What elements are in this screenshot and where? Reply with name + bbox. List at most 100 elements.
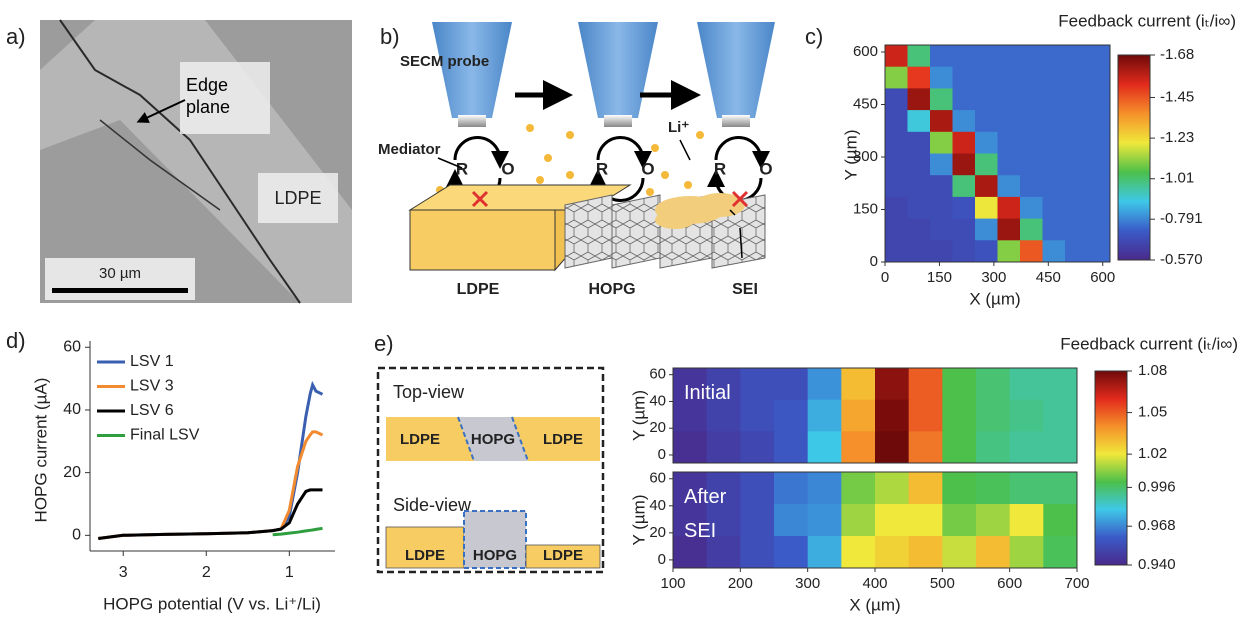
heatmap-cell [907, 110, 931, 133]
x-tick-label: 400 [862, 575, 887, 592]
heatmap-cell [930, 88, 953, 111]
heatmap-cell [975, 175, 998, 198]
heatmap-cell [1009, 504, 1044, 537]
heatmap-cell [1020, 196, 1043, 220]
heatmap-cell [1065, 218, 1088, 241]
heatmap-cell [740, 431, 775, 464]
heatmap-cell [1042, 66, 1066, 89]
heatmap-cell [706, 431, 741, 464]
heatmap-cell [997, 196, 1021, 220]
heatmap-cell [1009, 431, 1044, 464]
heatmap-cell [740, 536, 775, 569]
leader [729, 209, 743, 259]
heatmap-cell [706, 504, 741, 537]
y-tick-label: 450 [853, 95, 878, 112]
heatmap-cell [875, 431, 910, 464]
colorbar-tick-label: 1.05 [1138, 404, 1167, 421]
edge-region [40, 20, 352, 303]
plot-frame [672, 367, 1078, 464]
cycle-arrow [714, 136, 770, 169]
material-label: LDPE [457, 281, 500, 298]
heatmap-cell [774, 504, 809, 537]
heatmap-cell [976, 472, 1011, 505]
heatmap-cell [1043, 431, 1078, 464]
mediator-label: Mediator [378, 141, 441, 158]
heatmap-cell [706, 368, 741, 401]
x-tick-label: 100 [660, 575, 685, 592]
heatmap-cell [1065, 66, 1088, 89]
legend-label: LSV 1 [130, 353, 174, 370]
species-label: R [456, 159, 468, 178]
heatmap-cell [942, 504, 977, 537]
heatmap-cell [930, 196, 953, 220]
species-label: O [501, 159, 514, 178]
heatmap-cell [908, 504, 943, 537]
heatmap-cell [997, 110, 1021, 133]
material-label: HOPG [588, 281, 635, 298]
x-tick-label: 700 [1064, 575, 1089, 592]
heatmap-cell [706, 399, 741, 432]
heatmap-cell [997, 153, 1021, 176]
heatmap-cell [997, 45, 1021, 68]
heatmap-cell [841, 431, 876, 464]
arrow [136, 99, 186, 123]
heatmap-cell [1043, 368, 1078, 401]
heatmap-cell [976, 431, 1011, 464]
heatmap-cell [1020, 110, 1043, 133]
heatmap-cell [907, 45, 931, 68]
heatmap-cell [1087, 131, 1111, 154]
heatmap-cell [1043, 504, 1078, 537]
label-box [180, 62, 270, 134]
view-title: Side-view [393, 495, 472, 515]
material-label: HOPG [473, 547, 517, 564]
heatmap-cell [1087, 175, 1111, 198]
heatmap-cell [706, 536, 741, 569]
heatmap-cell [997, 66, 1021, 89]
heatmap-cell [807, 536, 842, 569]
heatmap-cell [807, 368, 842, 401]
colorbar-tick-label: 1.02 [1138, 445, 1167, 462]
heatmap-cell [875, 504, 910, 537]
heatmap-cell [1065, 88, 1088, 111]
heatmap-cell [885, 110, 908, 133]
heatmap-cell [952, 131, 976, 154]
heatmap-cell [807, 399, 842, 432]
heatmap-cell [997, 131, 1021, 154]
heatmap-cell [1043, 536, 1078, 569]
heatmap-cell [1087, 88, 1111, 111]
heatmap-cell [997, 240, 1021, 263]
probe-tip [458, 115, 486, 127]
heatmap-cell [673, 399, 708, 432]
heatmap-cell [975, 45, 998, 68]
y-tick-label: 40 [63, 401, 81, 418]
y-axis-label: Y (µm) [629, 494, 648, 545]
heatmap-cell [1065, 153, 1088, 176]
heatmap-cell [976, 536, 1011, 569]
ldpe-block [409, 209, 556, 271]
probe-tip [604, 115, 632, 127]
heatmap-cell [997, 88, 1021, 111]
heatmap-cell [1087, 45, 1111, 68]
y-axis-label: Y (µm) [629, 390, 648, 441]
ldpe-block [385, 526, 465, 569]
heatmap-cell [1042, 196, 1066, 220]
heatmap-cell [807, 472, 842, 505]
hopg-sheet [564, 194, 613, 269]
legend-label: Final LSV [130, 427, 200, 444]
heatmap-cell [1087, 153, 1111, 176]
material-label: LDPE [543, 547, 583, 564]
heatmap-cell [875, 472, 910, 505]
y-tick-label: 60 [649, 366, 666, 383]
heatmap-cell [907, 240, 931, 263]
heatmap-cell [1042, 131, 1066, 154]
material-label: LDPE [274, 188, 321, 208]
y-tick-label: 60 [649, 470, 666, 487]
heatmap-cell [930, 218, 953, 241]
map-annotation: After SEI [684, 486, 727, 542]
y-tick-label: 20 [63, 464, 81, 481]
heatmap-cell [907, 196, 931, 220]
colorbar-tick-label: 1.08 [1138, 362, 1167, 379]
heatmap-cell [976, 368, 1011, 401]
heatmap-cell [673, 368, 708, 401]
heatmap-cell [997, 218, 1021, 241]
